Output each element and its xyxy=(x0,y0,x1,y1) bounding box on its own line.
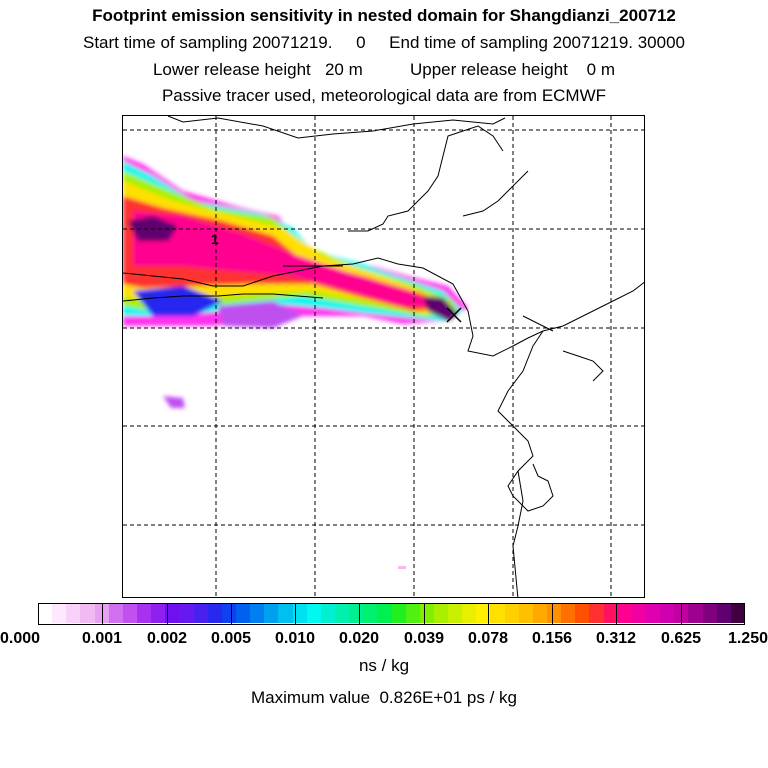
footprint-map: 1 xyxy=(122,115,645,598)
colorbar-cell xyxy=(702,603,718,623)
colorbar-cell xyxy=(547,603,562,623)
graticule xyxy=(123,116,644,597)
colorbar-cell xyxy=(320,603,336,623)
release-height-line: Lower release height 20 m Upper release … xyxy=(152,60,616,79)
colorbar-tick-label: 0.625 xyxy=(660,630,702,647)
colorbar-cell xyxy=(490,603,506,623)
colorbar-frame xyxy=(38,603,745,625)
colorbar-cell xyxy=(207,603,223,623)
colorbar-tick xyxy=(616,603,617,625)
colorbar-cell xyxy=(433,603,449,623)
colorbar-cell xyxy=(122,603,138,623)
colorbar-cell xyxy=(589,603,605,623)
colorbar-tick-label: 0.039 xyxy=(403,630,445,647)
colorbar-cell xyxy=(306,603,322,623)
sampling-time-line: Start time of sampling 20071219. 0 End t… xyxy=(83,33,685,52)
colorbar-cell xyxy=(391,603,407,623)
colorbar-cell xyxy=(94,603,110,623)
colorbar-cell xyxy=(292,603,308,623)
colorbar-cell xyxy=(419,603,435,623)
colorbar-cell xyxy=(52,603,67,623)
colorbar-tick xyxy=(102,603,103,625)
colorbar-tick-label: 0.156 xyxy=(531,630,573,647)
colorbar-cell xyxy=(518,603,534,623)
colorbar-cell xyxy=(462,603,477,623)
map-canvas: 1 xyxy=(123,116,644,597)
colorbar-cell xyxy=(575,603,590,623)
colorbar-cell xyxy=(80,603,96,623)
colorbar-cell xyxy=(476,603,491,623)
plot-title: Footprint emission sensitivity in nested… xyxy=(92,6,676,25)
colorbar-cell xyxy=(631,603,647,623)
colorbar-cell xyxy=(136,603,152,623)
colorbar-cell xyxy=(38,603,53,623)
colorbar-tick xyxy=(167,603,168,625)
colorbar-cell xyxy=(264,603,279,623)
colorbar-cell xyxy=(603,603,619,623)
coastlines xyxy=(123,116,644,597)
colorbar xyxy=(38,603,746,625)
colorbar-cell xyxy=(278,603,293,623)
colorbar-cell xyxy=(617,603,633,623)
colorbar-tick xyxy=(295,603,296,625)
colorbar-tick-label: 0.005 xyxy=(210,630,252,647)
stray-pixel xyxy=(398,566,406,569)
colorbar-cell xyxy=(532,603,548,623)
colorbar-cell xyxy=(349,603,364,623)
colorbar-cell xyxy=(730,603,746,623)
colorbar-tick xyxy=(552,603,553,625)
colorbar-cell xyxy=(165,603,180,623)
colorbar-cell xyxy=(235,603,251,623)
release-site-marker xyxy=(446,307,462,323)
colorbar-cell xyxy=(646,603,661,623)
colorbar-cell xyxy=(660,603,675,623)
colorbar-tick-label: 0.312 xyxy=(595,630,637,647)
colorbar-cell xyxy=(688,603,704,623)
colorbar-cell xyxy=(250,603,265,623)
colorbar-cell xyxy=(716,603,732,623)
colorbar-tick-label: 0.001 xyxy=(81,630,123,647)
colorbar-cell xyxy=(193,603,209,623)
colorbar-units: ns / kg xyxy=(358,656,410,675)
colorbar-tick-label: 0.010 xyxy=(274,630,316,647)
maximum-value-text: Maximum value 0.826E+01 ps / kg xyxy=(251,688,517,707)
colorbar-cell xyxy=(66,603,81,623)
colorbar-cell xyxy=(377,603,392,623)
colorbar-cell xyxy=(334,603,350,623)
colorbar-cell xyxy=(221,603,237,623)
colorbar-tick xyxy=(359,603,360,625)
colorbar-cell xyxy=(363,603,378,623)
colorbar-tick-label: 0.020 xyxy=(338,630,380,647)
colorbar-tick-label: 1.250 xyxy=(727,630,768,647)
colorbar-cell xyxy=(108,603,124,623)
sensitivity-plume xyxy=(123,156,468,408)
colorbar-tick-label: 0.000 xyxy=(0,630,41,647)
colorbar-cell xyxy=(405,603,421,623)
colorbar-cell xyxy=(561,603,576,623)
colorbar-tick-label: 0.002 xyxy=(146,630,188,647)
colorbar-tick xyxy=(424,603,425,625)
colorbar-cell xyxy=(504,603,520,623)
cluster-label: 1 xyxy=(211,231,219,247)
colorbar-cell xyxy=(151,603,166,623)
colorbar-cell xyxy=(179,603,195,623)
colorbar-tick xyxy=(488,603,489,625)
colorbar-cell xyxy=(448,603,463,623)
colorbar-tick-label: 0.078 xyxy=(467,630,509,647)
colorbar-tick xyxy=(681,603,682,625)
tracer-info-line: Passive tracer used, meteorological data… xyxy=(161,86,607,105)
colorbar-tick xyxy=(231,603,232,625)
